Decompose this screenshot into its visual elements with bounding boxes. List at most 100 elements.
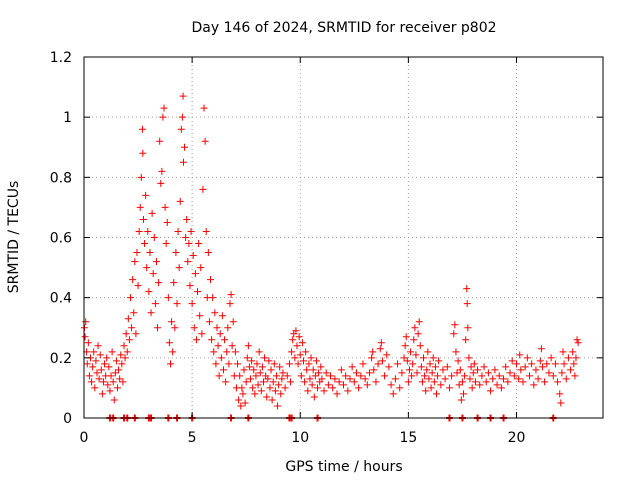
data-point (564, 354, 572, 362)
data-point (93, 369, 101, 377)
data-point (245, 363, 253, 371)
data-point (159, 113, 167, 121)
data-point (389, 390, 397, 398)
axis-ticks: 0 5 10 15 20 0 0.2 0.4 0.6 0.8 1 1.2 (50, 50, 603, 446)
data-point (199, 185, 207, 193)
data-point (377, 339, 385, 347)
data-point (439, 366, 447, 374)
data-point (471, 378, 479, 386)
data-point (572, 354, 580, 362)
data-point (532, 366, 540, 374)
data-point (196, 312, 204, 320)
data-point (263, 393, 271, 401)
data-point (396, 384, 404, 392)
data-point (307, 354, 315, 362)
data-point (225, 360, 233, 368)
data-point (186, 282, 194, 290)
data-point (148, 209, 156, 217)
data-point (256, 369, 264, 377)
data-point (470, 360, 478, 368)
data-point (108, 348, 116, 356)
data-point (416, 342, 424, 350)
data-point (164, 294, 172, 302)
data-point (545, 369, 553, 377)
data-point (235, 396, 243, 404)
data-point (374, 360, 382, 368)
data-point (352, 369, 360, 377)
data-point (383, 351, 391, 359)
data-point (255, 348, 263, 356)
data-point (94, 342, 102, 350)
data-point (425, 375, 433, 383)
data-point (320, 387, 328, 395)
data-point (191, 270, 199, 278)
data-point (508, 357, 516, 365)
data-point (236, 372, 244, 380)
data-point (81, 333, 89, 341)
data-point (443, 363, 451, 371)
data-point (288, 348, 296, 356)
data-point (250, 366, 258, 374)
data-point (305, 360, 313, 368)
data-point (342, 372, 350, 380)
data-point (200, 104, 208, 112)
data-point (423, 366, 431, 374)
data-point (441, 375, 449, 383)
data-point (189, 252, 197, 260)
data-point (126, 294, 134, 302)
data-point (137, 173, 145, 181)
data-point (252, 372, 260, 380)
data-point (448, 372, 456, 380)
y-tick-label: 0.6 (50, 231, 72, 247)
data-point (289, 336, 297, 344)
data-point (573, 336, 581, 344)
data-point (402, 333, 410, 341)
data-point (421, 372, 429, 380)
data-point (408, 372, 416, 380)
data-point (404, 378, 412, 386)
data-point (285, 360, 293, 368)
data-point (253, 360, 261, 368)
data-point (521, 363, 529, 371)
data-point (466, 375, 474, 383)
data-point (309, 366, 317, 374)
data-point (413, 369, 421, 377)
data-point (551, 360, 559, 368)
data-point (513, 360, 520, 368)
data-point (145, 288, 153, 296)
data-point (156, 137, 164, 145)
data-point (89, 363, 97, 371)
data-point (381, 372, 389, 380)
x-tick-label: 0 (80, 430, 89, 446)
data-point (515, 375, 523, 383)
data-point (474, 366, 482, 374)
data-point (452, 348, 460, 356)
data-point (158, 167, 166, 175)
data-point (264, 375, 272, 383)
data-point (456, 366, 464, 374)
data-point (361, 375, 369, 383)
data-point (303, 366, 311, 374)
data-point (559, 348, 567, 356)
data-point (131, 258, 139, 266)
data-point (82, 318, 90, 326)
data-point (523, 354, 531, 362)
y-tick-label: 0.4 (50, 291, 72, 307)
data-point (204, 249, 212, 257)
data-point (135, 227, 143, 235)
data-point (322, 369, 330, 377)
data-point (437, 381, 445, 389)
data-point (198, 330, 206, 338)
data-point (363, 381, 371, 389)
data-point (150, 234, 158, 241)
data-point (431, 363, 439, 371)
data-point (185, 240, 193, 248)
data-point (292, 327, 300, 335)
data-point (333, 390, 341, 398)
y-tick-label: 1 (63, 110, 72, 126)
data-point (410, 336, 418, 344)
data-point (541, 378, 549, 386)
data-point (385, 363, 393, 371)
data-point (244, 342, 252, 350)
data-point (222, 378, 230, 386)
